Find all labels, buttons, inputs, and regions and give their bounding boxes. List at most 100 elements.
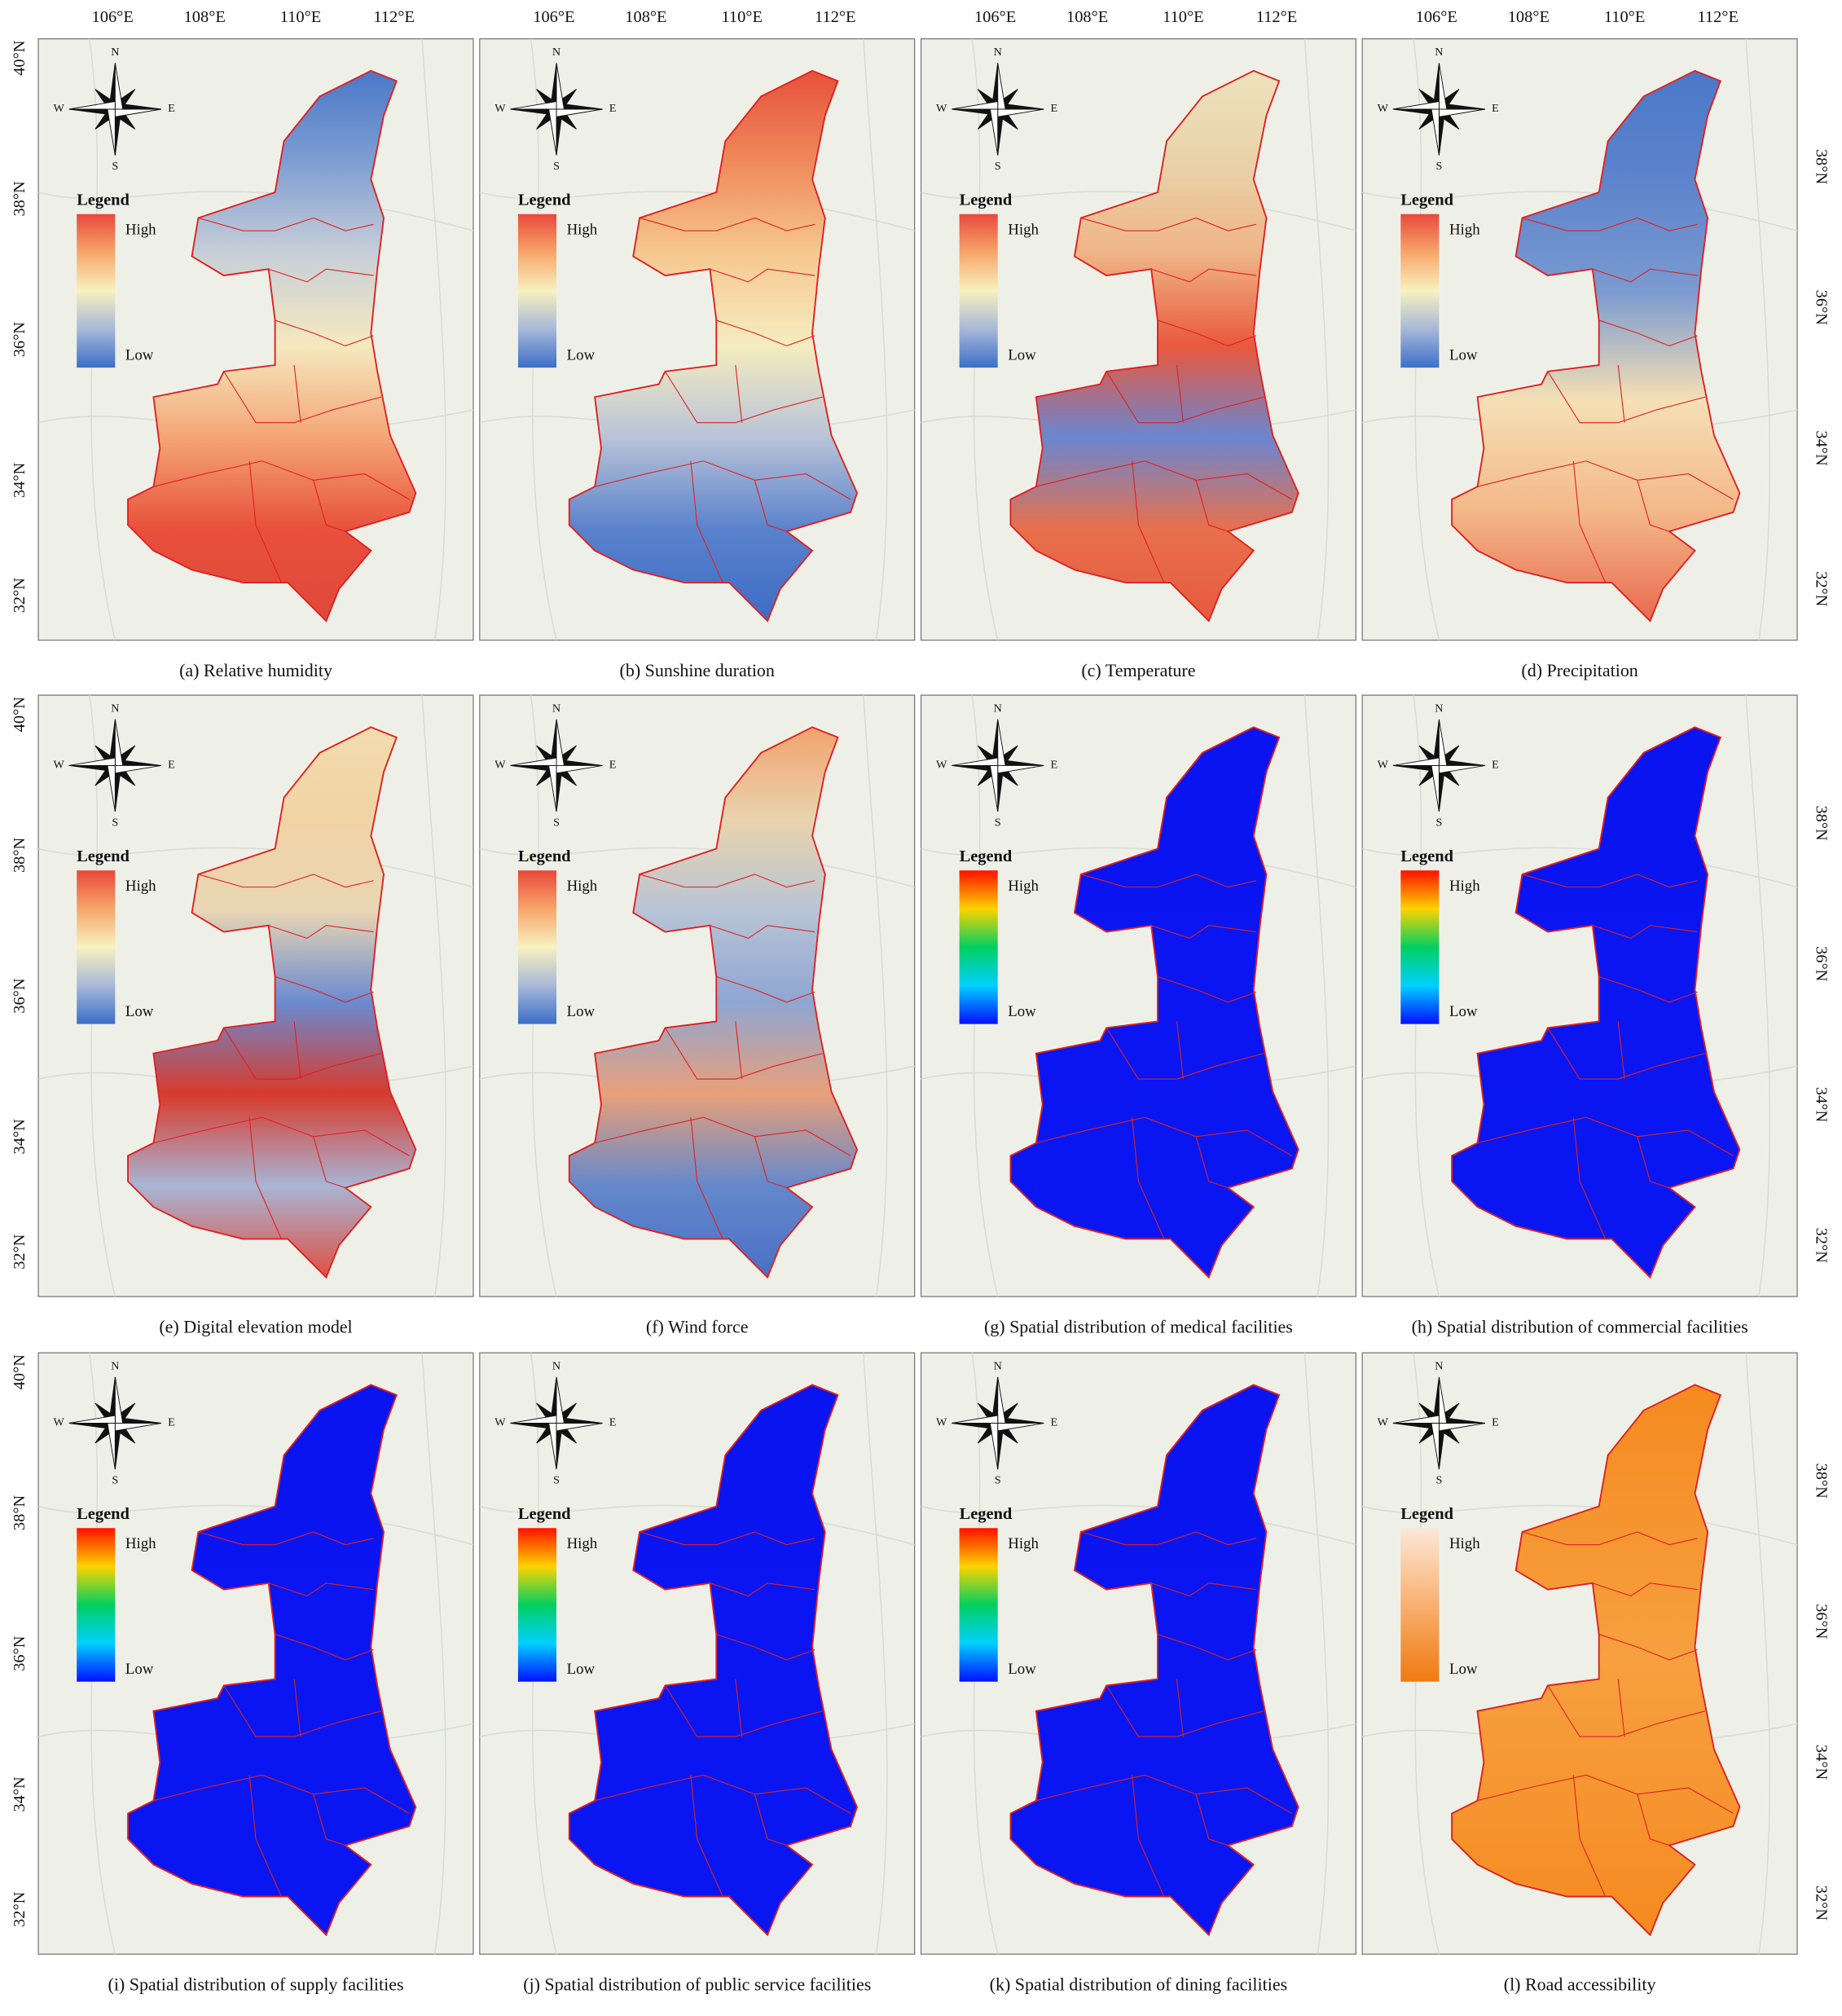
compass-n: N: [552, 1360, 561, 1373]
legend-ramp: [1400, 1528, 1440, 1682]
panel-caption: (c) Temperature: [1081, 660, 1195, 680]
legend-ramp: [77, 1528, 116, 1682]
legend-low: Low: [125, 346, 154, 363]
basemap-road: [421, 1353, 447, 1955]
map-panel: N S W E Legend High Low: [37, 37, 474, 641]
compass-e: E: [1492, 759, 1499, 772]
county-boundary: [1150, 1582, 1256, 1597]
compass-w: W: [495, 102, 506, 115]
county-boundary: [248, 1117, 282, 1239]
lat-label-right: 34°N: [1813, 1087, 1831, 1123]
lat-label-left: 40°N: [11, 697, 29, 733]
legend-low: Low: [125, 1003, 154, 1020]
county-boundary: [268, 268, 374, 283]
county-boundary: [716, 976, 815, 1003]
map-panel: N S W E Legend High Low: [479, 37, 916, 641]
county-boundary: [1106, 371, 1264, 424]
legend-high: High: [1449, 878, 1480, 895]
panel-caption: (d) Precipitation: [1521, 660, 1638, 680]
basemap-road: [1303, 1353, 1330, 1955]
legend-title: Legend: [1400, 847, 1453, 865]
compass-n: N: [1435, 702, 1443, 715]
legend-high: High: [1008, 221, 1039, 238]
map-panel: N S W E Legend High Low: [37, 1352, 474, 1955]
compass-highlight: [68, 757, 116, 766]
county-boundary: [1617, 1679, 1625, 1737]
legend-high: High: [567, 221, 598, 238]
county-boundary: [223, 1685, 382, 1737]
compass-n: N: [552, 46, 561, 59]
county-boundary: [735, 1679, 743, 1737]
compass-n: N: [1435, 46, 1443, 59]
compass-s: S: [995, 160, 1001, 173]
lat-label-right: 38°N: [1813, 149, 1831, 185]
legend-ramp: [517, 1528, 557, 1682]
basemap-road: [863, 38, 888, 640]
compass-n: N: [111, 1360, 119, 1373]
county-boundary: [275, 1634, 374, 1661]
compass-s: S: [553, 1473, 560, 1486]
map-panel: N S W E Legend High Low: [1361, 1352, 1798, 1955]
lon-label: 106°E: [1416, 8, 1457, 26]
compass-w: W: [936, 1416, 947, 1429]
county-boundary: [1592, 1582, 1698, 1597]
county-boundary: [690, 1775, 723, 1897]
panel-caption: (j) Spatial distribution of public servi…: [523, 1974, 871, 1994]
compass-e: E: [1050, 102, 1057, 115]
panel-caption: (h) Spatial distribution of commercial f…: [1412, 1316, 1748, 1336]
compass-highlight: [1392, 1415, 1440, 1424]
county-boundary: [1598, 319, 1698, 347]
legend-title: Legend: [77, 191, 130, 209]
lat-label-right: 34°N: [1813, 1745, 1831, 1781]
compass-e: E: [168, 102, 175, 115]
county-boundary: [268, 925, 374, 940]
map-panel: N S W E Legend High Low: [37, 694, 474, 1297]
lon-label: 110°E: [280, 8, 321, 26]
county-boundary: [313, 1136, 346, 1189]
lat-label-right: 34°N: [1813, 430, 1831, 466]
basemap-road: [863, 1353, 888, 1955]
legend-title: Legend: [77, 1505, 130, 1523]
legend-low: Low: [567, 1661, 596, 1678]
compass-n: N: [111, 702, 119, 715]
county-boundary: [754, 480, 787, 532]
compass-s: S: [112, 160, 118, 173]
lat-label-left: 40°N: [11, 1354, 29, 1390]
legend-title: Legend: [518, 847, 571, 865]
basemap-road: [1745, 1353, 1771, 1955]
legend-high: High: [1008, 1535, 1039, 1552]
map-panel: N S W E Legend High Low: [1361, 37, 1798, 641]
compass-w: W: [54, 1416, 65, 1429]
compass-s: S: [112, 1473, 118, 1486]
lat-label-left: 36°N: [11, 978, 29, 1014]
county-boundary: [716, 1634, 815, 1661]
compass-w: W: [495, 759, 506, 772]
panel-caption: (l) Road accessibility: [1504, 1974, 1656, 1994]
county-boundary: [754, 1136, 787, 1189]
map-panel: N S W E Legend High Low: [479, 1352, 916, 1955]
county-boundary: [665, 1028, 823, 1080]
panel-caption: (g) Spatial distribution of medical faci…: [984, 1316, 1293, 1336]
county-boundary: [275, 319, 374, 347]
lat-label-left: 38°N: [11, 837, 29, 873]
compass-highlight: [1392, 757, 1440, 766]
lat-label-left: 40°N: [11, 40, 29, 76]
compass-s: S: [553, 816, 560, 829]
county-boundary: [1477, 1774, 1734, 1814]
legend-ramp: [1400, 870, 1440, 1024]
county-boundary: [153, 1116, 410, 1156]
county-boundary: [1176, 1021, 1184, 1080]
county-boundary: [1150, 925, 1256, 940]
panel-caption: (f) Wind force: [646, 1316, 749, 1336]
county-boundary: [1132, 460, 1165, 583]
legend-title: Legend: [77, 847, 130, 865]
legend-title: Legend: [518, 1505, 571, 1523]
basemap-road: [863, 695, 888, 1297]
county-boundary: [710, 1582, 815, 1597]
legend-ramp: [77, 870, 116, 1024]
compass-highlight: [510, 101, 557, 110]
legend-low: Low: [1449, 1661, 1478, 1678]
county-boundary: [639, 1531, 815, 1546]
county-boundary: [1522, 217, 1698, 231]
lon-label: 110°E: [1604, 8, 1645, 26]
